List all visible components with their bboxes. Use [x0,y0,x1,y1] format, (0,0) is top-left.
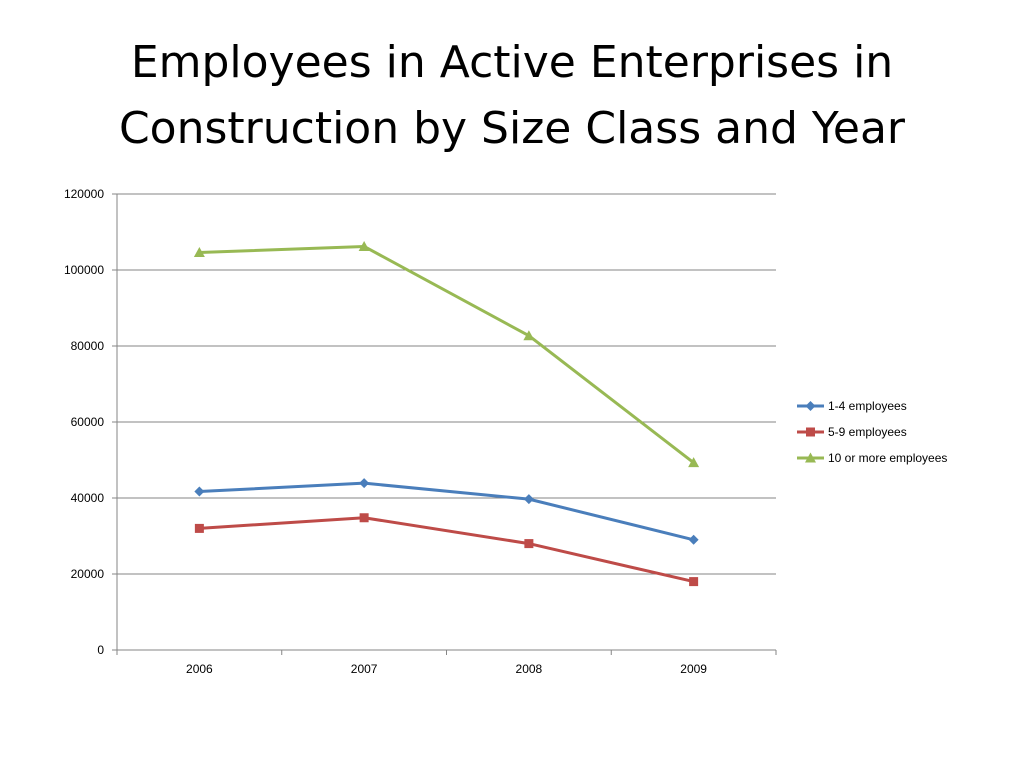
y-tick-label: 100000 [64,263,104,277]
legend-marker [805,401,816,411]
y-tick-label: 0 [97,643,104,657]
slide-title: Employees in Active Enterprises in Const… [0,30,1024,162]
legend-item: 10 or more employees [797,451,947,465]
y-tick-label: 80000 [71,339,105,353]
gridlines [117,193,776,575]
y-tick-label: 40000 [71,491,105,505]
y-tick-label: 20000 [71,567,105,581]
y-tick-label: 60000 [71,415,105,429]
data-point [194,486,205,497]
slide-title-line-2: Construction by Size Class and Year [118,103,906,154]
axes: 0 20000 40000 60000 80000 100000 120000 2006 200… [64,187,777,676]
data-point [194,523,204,533]
data-point [523,330,535,341]
data-point [359,478,370,489]
series-line [199,244,695,464]
legend-marker [806,427,815,437]
series-3 [193,240,700,468]
data-point [359,513,369,523]
data-point [358,240,370,251]
legend-label: 10 or more employees [828,451,947,465]
legend: 1-4 employees 5-9 employees 10 or more emp… [797,399,947,465]
data-point [688,457,700,468]
data-point [688,534,699,545]
legend-item: 5-9 employees [797,425,907,439]
series-2 [194,513,699,587]
x-tick-label: 2006 [186,662,213,676]
legend-marker [805,452,816,463]
data-point [524,539,534,549]
legend-label: 5-9 employees [828,425,907,439]
series-group [193,240,700,587]
slide-title-line-1: Employees in Active Enterprises in [130,37,894,88]
y-tick-label: 120000 [64,187,104,201]
series-line [199,481,694,542]
series-line [199,516,694,584]
legend-label: 1-4 employees [828,399,907,413]
x-tick-label: 2008 [516,662,543,676]
x-tick-label: 2009 [680,662,707,676]
data-point [193,247,205,258]
series-1 [194,478,699,545]
data-point [523,494,534,505]
x-tick-label: 2007 [351,662,378,676]
legend-item: 1-4 employees [797,399,907,413]
data-point [689,577,699,587]
